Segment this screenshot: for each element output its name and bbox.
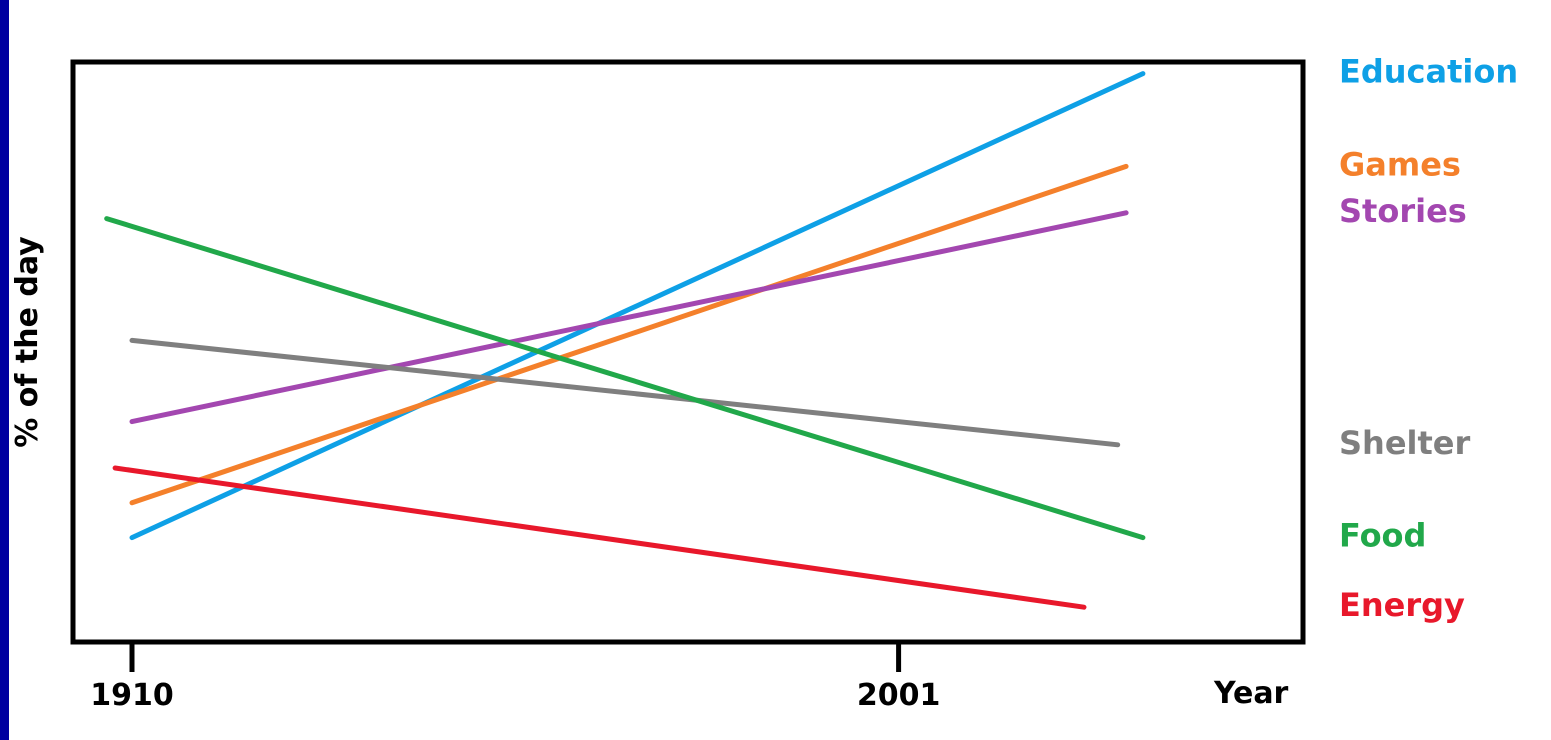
series-line-stories bbox=[129, 210, 1129, 425]
series-line-shelter bbox=[129, 337, 1121, 448]
series-line-games bbox=[129, 163, 1129, 506]
line-chart: 1910 2001 Education Games Stories Shelter Foo… bbox=[10, 53, 1518, 713]
legend-label-stories: Stories bbox=[1339, 192, 1467, 230]
x-axis-label: Year bbox=[1213, 676, 1289, 711]
series-layer bbox=[104, 71, 1146, 610]
y-axis-label: % of the day bbox=[10, 236, 45, 448]
legend-label-energy: Energy bbox=[1339, 586, 1465, 624]
x-tick-label-1910: 1910 bbox=[90, 678, 174, 713]
legend-label-food: Food bbox=[1339, 517, 1426, 555]
x-tick-label-2001: 2001 bbox=[857, 678, 941, 713]
legend-label-education: Education bbox=[1339, 53, 1518, 91]
plot-frame bbox=[70, 59, 1306, 645]
series-line-food bbox=[104, 216, 1146, 541]
x-axis: 1910 2001 bbox=[90, 642, 940, 713]
legend: Education Games Stories Shelter Food Energy bbox=[1339, 53, 1518, 625]
series-line-energy bbox=[112, 465, 1087, 610]
series-line-education bbox=[129, 71, 1146, 541]
chart-canvas: 1910 2001 Education Games Stories Shelter Foo… bbox=[9, 0, 1551, 740]
legend-label-shelter: Shelter bbox=[1339, 424, 1471, 462]
legend-label-games: Games bbox=[1339, 145, 1461, 183]
